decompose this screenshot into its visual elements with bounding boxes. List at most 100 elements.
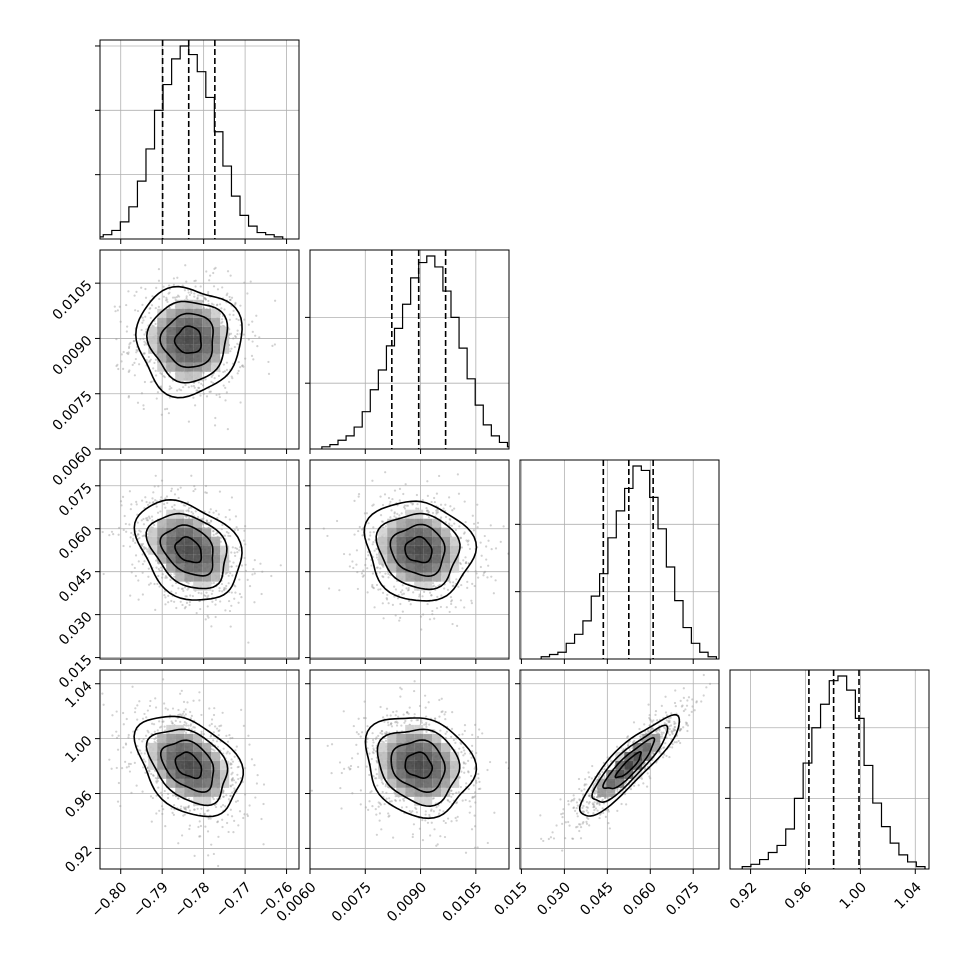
- contour-0: [174, 536, 203, 564]
- sample-point: [189, 506, 193, 509]
- sample-point: [167, 594, 170, 597]
- sample-point: [153, 485, 156, 488]
- sample-point: [160, 805, 164, 808]
- sample-point: [368, 800, 371, 803]
- sample-point: [185, 595, 188, 598]
- sample-point: [236, 528, 240, 531]
- sample-point: [108, 534, 111, 537]
- sample-point: [220, 322, 223, 325]
- sample-point: [132, 539, 135, 542]
- sample-point: [348, 553, 351, 556]
- density-cell: [423, 769, 433, 779]
- density-cell: [175, 371, 185, 381]
- sample-point: [213, 424, 217, 427]
- density-cell: [166, 724, 176, 734]
- sample-point: [374, 768, 377, 771]
- sample-point: [156, 391, 160, 394]
- sample-point: [179, 692, 182, 695]
- density-cell: [166, 733, 176, 743]
- density-cell: [175, 518, 185, 528]
- sample-point: [384, 471, 387, 474]
- sample-point: [359, 789, 362, 792]
- sample-point: [470, 599, 473, 602]
- sample-point: [142, 319, 145, 322]
- sample-point: [125, 330, 128, 333]
- sample-point: [215, 393, 218, 397]
- panel-frame: [99, 249, 300, 450]
- density-cell: [193, 362, 203, 372]
- sample-point: [116, 309, 119, 312]
- sample-point: [212, 530, 215, 533]
- density-cell: [414, 778, 424, 788]
- sample-point: [226, 428, 229, 431]
- sample-point: [438, 583, 441, 587]
- sample-point: [381, 575, 384, 578]
- sample-point: [355, 731, 358, 734]
- density-cell: [423, 518, 433, 528]
- contour-3: [133, 498, 243, 601]
- sample-point: [233, 787, 236, 790]
- sample-point: [142, 352, 145, 355]
- sample-point: [373, 606, 376, 609]
- sample-point: [454, 816, 457, 820]
- sample-point: [374, 750, 377, 753]
- sample-point: [120, 360, 123, 363]
- contour-1: [159, 524, 214, 577]
- sample-point: [156, 729, 159, 732]
- sample-point: [152, 723, 156, 726]
- sample-point: [122, 528, 125, 532]
- sample-point: [455, 819, 458, 822]
- sample-point: [149, 307, 152, 310]
- density-cell: [184, 317, 194, 327]
- sample-point: [236, 372, 239, 375]
- density-cell: [414, 572, 424, 582]
- sample-point: [124, 760, 127, 763]
- density-cell: [202, 308, 212, 318]
- sample-point: [174, 581, 178, 585]
- sample-point: [385, 791, 388, 794]
- sample-point: [238, 810, 242, 813]
- sample-point: [119, 320, 122, 323]
- density-cell: [405, 787, 415, 797]
- sample-point: [193, 295, 196, 298]
- sample-point: [459, 537, 462, 540]
- sample-point: [402, 713, 405, 716]
- sample-point: [473, 584, 476, 588]
- density-cell: [202, 554, 212, 564]
- sample-point: [427, 516, 430, 519]
- sample-point: [461, 799, 464, 802]
- sample-point: [140, 392, 144, 395]
- x-tick-label: −0.78: [172, 879, 214, 921]
- density-cell: [378, 742, 388, 752]
- density-cell: [184, 787, 194, 797]
- density-cell: [396, 518, 406, 528]
- sample-point: [494, 579, 497, 582]
- sample-point: [154, 608, 157, 611]
- sample-point: [425, 725, 428, 728]
- sample-point: [374, 777, 377, 780]
- density-cell: [184, 335, 194, 345]
- sample-point: [155, 286, 158, 289]
- sample-point: [421, 498, 424, 502]
- density-cell: [414, 796, 424, 806]
- sample-point: [472, 796, 475, 799]
- sample-point: [444, 515, 448, 519]
- sample-point: [228, 318, 232, 321]
- sample-point: [375, 813, 378, 816]
- sample-point: [489, 524, 492, 527]
- density-cell: [202, 769, 212, 779]
- sample-point: [255, 782, 259, 785]
- density-cell: [378, 751, 388, 761]
- sample-point: [207, 594, 210, 597]
- sample-point: [237, 360, 240, 364]
- sample-point: [157, 574, 160, 578]
- density-cell: [157, 527, 167, 537]
- density-cell: [193, 317, 203, 327]
- sample-point: [447, 799, 450, 802]
- density-cell: [378, 545, 388, 555]
- sample-point: [203, 813, 206, 816]
- sample-point: [215, 304, 219, 307]
- density-cell: [175, 362, 185, 372]
- sample-point: [423, 590, 426, 594]
